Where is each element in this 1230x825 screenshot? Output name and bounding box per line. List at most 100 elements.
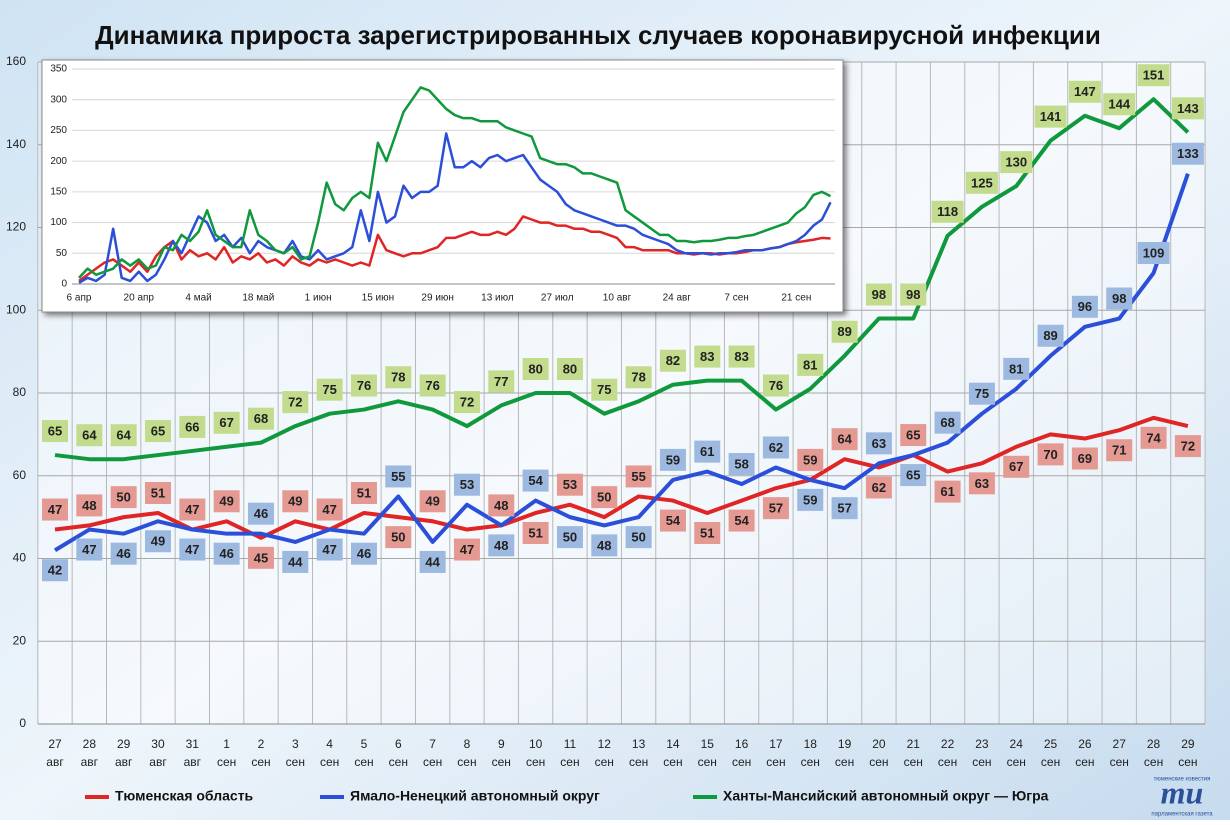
data-label-box [1037, 324, 1064, 347]
data-label: 47 [322, 502, 336, 517]
data-label: 49 [288, 494, 302, 509]
y-tick-label: 20 [13, 633, 27, 647]
data-label: 50 [391, 530, 405, 545]
data-label-box [762, 374, 789, 397]
x-tick-label: 30 авг [149, 737, 167, 769]
x-tick-label: 15 июн [362, 293, 395, 304]
x-tick-label: 27 сен [1110, 737, 1129, 769]
data-label: 98 [872, 287, 886, 302]
data-label: 63 [872, 436, 886, 451]
series-line [78, 86, 832, 279]
data-label: 83 [700, 349, 714, 364]
legend-label: Ханты-Мансийский автономный округ — Югра [723, 788, 1049, 804]
data-label-box [316, 378, 343, 401]
data-label: 144 [1108, 97, 1130, 112]
data-label: 48 [82, 498, 96, 513]
data-label: 143 [1177, 101, 1199, 116]
data-label: 63 [975, 476, 989, 491]
data-label: 75 [322, 382, 336, 397]
data-label-box [316, 498, 343, 521]
x-tick-label: 16 сен [732, 737, 751, 769]
data-label-box [144, 420, 171, 443]
data-label: 51 [700, 525, 714, 540]
data-label-box [350, 481, 377, 504]
y-tick-label: 300 [50, 94, 67, 105]
x-tick-label: 25 сен [1041, 737, 1060, 769]
data-label-box [1137, 64, 1170, 87]
data-label: 44 [425, 554, 440, 569]
data-label-box [42, 559, 68, 582]
y-tick-label: 150 [50, 186, 67, 197]
data-label-box [1106, 287, 1133, 310]
data-label: 76 [425, 378, 439, 393]
data-label-box [1071, 447, 1098, 470]
x-tick-label: 7 сен [724, 293, 748, 304]
x-tick-label: 5 сен [354, 737, 373, 769]
data-label: 53 [563, 477, 577, 492]
data-label-box [42, 420, 68, 443]
data-label-box [1000, 151, 1033, 174]
data-label: 89 [837, 324, 851, 339]
data-label: 58 [734, 456, 748, 471]
data-label-box [179, 498, 206, 521]
data-label: 81 [1009, 361, 1023, 376]
data-label: 59 [803, 452, 817, 467]
data-label: 67 [219, 415, 233, 430]
data-label: 46 [357, 546, 371, 561]
data-label-box [179, 415, 206, 438]
x-tick-label: 20 апр [124, 293, 155, 304]
data-label: 55 [391, 469, 405, 484]
data-label: 47 [48, 502, 62, 517]
legend: Тюменская область Ямало-Ненецкий автономн… [85, 788, 1049, 804]
x-tick-label: 26 сен [1075, 737, 1094, 769]
x-tick-label: 6 апр [67, 293, 92, 304]
data-label: 61 [700, 444, 714, 459]
data-label-box [934, 480, 961, 503]
x-tick-label: 11 сен [560, 737, 579, 769]
data-label: 48 [494, 538, 508, 553]
data-label-box [76, 494, 103, 517]
data-label-box [1071, 295, 1098, 318]
data-label-box [110, 424, 137, 447]
data-label: 51 [357, 485, 371, 500]
y-tick-label: 60 [13, 468, 27, 482]
y-tick-label: 50 [56, 248, 68, 259]
inset-frame [41, 59, 844, 313]
data-label-box [385, 465, 412, 488]
data-label: 96 [1078, 299, 1092, 314]
data-label-box [350, 374, 377, 397]
data-label: 75 [597, 382, 611, 397]
data-label: 49 [219, 494, 233, 509]
y-tick-label: 120 [6, 220, 26, 234]
data-label: 68 [940, 415, 954, 430]
logo-mark: тu [1161, 774, 1204, 810]
data-label: 62 [872, 480, 886, 495]
data-label: 133 [1177, 146, 1199, 161]
x-tick-label: 6 сен [389, 737, 408, 769]
x-tick-label: 21 сен [781, 293, 811, 304]
data-label-box [110, 542, 137, 565]
data-label: 77 [494, 374, 508, 389]
data-label: 57 [837, 501, 851, 516]
data-label: 72 [460, 395, 474, 410]
data-label-box [488, 534, 515, 557]
data-label: 46 [116, 546, 130, 561]
data-label: 69 [1078, 451, 1092, 466]
data-label: 65 [48, 424, 62, 439]
y-tick-label: 40 [13, 551, 27, 565]
data-label: 76 [769, 378, 783, 393]
x-tick-label: 27 авг [46, 737, 64, 769]
series-line [54, 97, 1190, 462]
data-label: 44 [288, 554, 303, 569]
data-label-box [76, 538, 103, 561]
data-label: 54 [666, 513, 681, 528]
data-label: 47 [322, 542, 336, 557]
x-tick-label: 21 сен [904, 737, 923, 769]
data-label-box [1171, 142, 1204, 165]
data-label: 68 [254, 411, 268, 426]
series-line [53, 173, 1190, 552]
data-label: 81 [803, 357, 817, 372]
data-label-box [762, 436, 789, 459]
data-label: 42 [48, 563, 62, 578]
